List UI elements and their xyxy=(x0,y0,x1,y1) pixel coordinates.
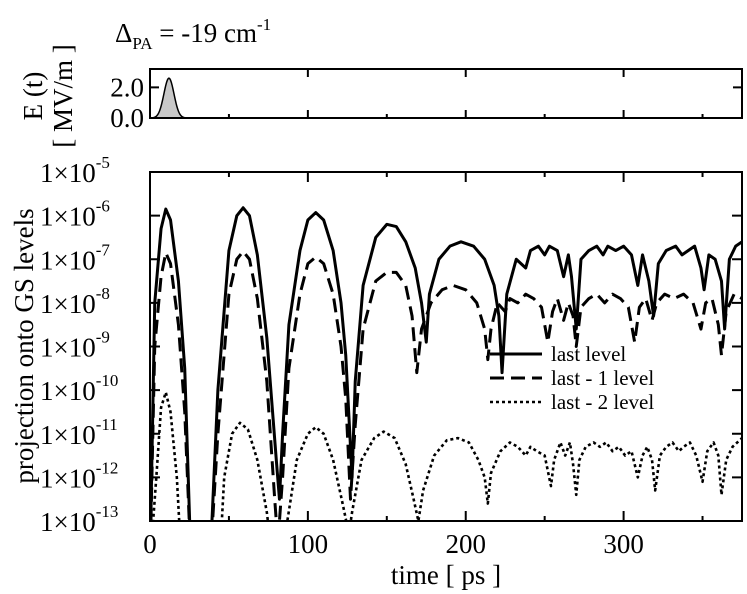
projection-ylabel: projection onto GS levels xyxy=(9,208,39,483)
series-line-2 xyxy=(150,249,742,521)
pulse-y-tick-label: 2.0 xyxy=(110,72,144,102)
pulse-y-tick-label: 0.0 xyxy=(110,103,144,133)
legend-label-3: last - 2 level xyxy=(551,390,654,414)
pulse-ylabel-line2: [ MV/m ] xyxy=(48,44,78,148)
projection-panel: 1×10-5 1×10-6 1×10-7 1×10-8 1×10-9 1×10-10 1×1… xyxy=(9,153,743,590)
title-delta: Δ xyxy=(115,18,132,48)
series-line-1 xyxy=(150,206,742,521)
pulse-ylabel-line1: E (t) xyxy=(18,72,48,121)
projection-x-ticks: 0 100 200 300 xyxy=(143,172,704,559)
chart-title: ΔPA = -19 cm-1 xyxy=(115,15,271,53)
legend-label-2: last - 1 level xyxy=(551,366,654,390)
series-group xyxy=(150,206,742,521)
pulse-panel-frame xyxy=(149,68,743,119)
projection-y-tick-label: 1×10-13 xyxy=(40,502,118,537)
projection-y-tick-label: 1×10-8 xyxy=(40,284,110,319)
projection-y-tick-label: 1×10-6 xyxy=(40,197,110,232)
pulse-panel: 0.02.0 E (t) [ MV/m ] xyxy=(18,44,743,148)
projection-xlabel: time [ ps ] xyxy=(391,560,501,590)
projection-y-tick-label: 1×10-10 xyxy=(40,371,118,406)
title-value: = -19 cm xyxy=(153,18,257,48)
legend-label-1: last level xyxy=(551,342,626,366)
projection-y-tick-label: 1×10-12 xyxy=(40,458,118,493)
title-superscript: -1 xyxy=(257,15,271,34)
projection-x-tick-label: 200 xyxy=(445,529,486,559)
projection-x-tick-label: 100 xyxy=(288,529,329,559)
projection-x-tick-label: 0 xyxy=(143,529,157,559)
pulse-x-ticks xyxy=(149,69,704,118)
projection-y-tick-label: 1×10-11 xyxy=(40,415,118,450)
projection-x-tick-label: 300 xyxy=(603,529,644,559)
projection-y-tick-label: 1×10-7 xyxy=(40,240,110,275)
projection-y-tick-label: 1×10-5 xyxy=(40,153,110,188)
pulse-fill xyxy=(150,77,742,118)
series-line-3 xyxy=(151,391,742,521)
projection-y-tick-label: 1×10-9 xyxy=(40,328,110,363)
title-subscript: PA xyxy=(132,34,153,53)
projection-y-ticks: 1×10-5 1×10-6 1×10-7 1×10-8 1×10-9 1×10-10 1×1… xyxy=(40,153,742,537)
pulse-y-ticks: 0.02.0 xyxy=(110,72,742,133)
